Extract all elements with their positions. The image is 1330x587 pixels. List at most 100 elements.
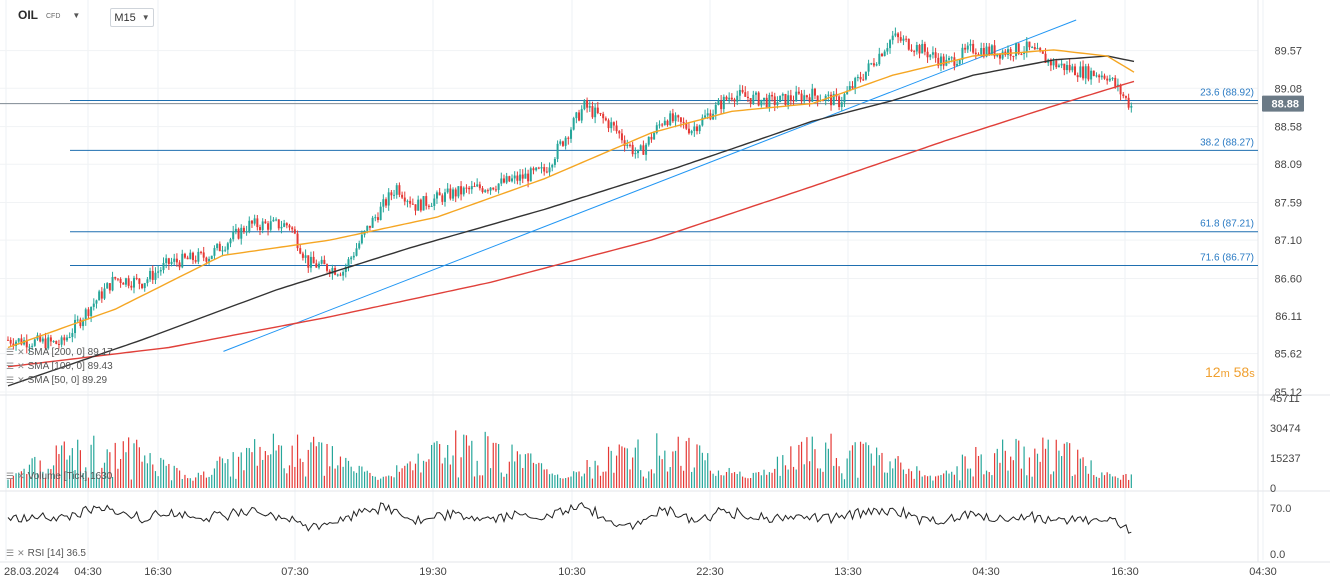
candle-body [216, 243, 219, 249]
sma50-legend[interactable]: ☰ ✕ SMA [50, 0] 89.29 [6, 375, 107, 386]
candle-body [859, 76, 862, 80]
volume-bar [1044, 448, 1047, 488]
close-icon[interactable]: ✕ [17, 471, 25, 481]
candle-body [17, 338, 20, 342]
volume-bar [313, 436, 315, 488]
candle-body [722, 96, 725, 110]
volume-bar [232, 452, 234, 488]
candle-body [476, 184, 479, 187]
volume-bar [961, 454, 964, 488]
candle-body [730, 97, 733, 100]
volume-bar [650, 469, 653, 488]
settings-icon[interactable]: ☰ [6, 361, 15, 371]
volume-bar [1061, 456, 1063, 488]
candle-body [961, 47, 964, 60]
candle-body [1025, 41, 1028, 52]
volume-bar [120, 458, 122, 488]
volume-bar [160, 457, 162, 488]
candle-body [183, 253, 186, 258]
candle-body [194, 260, 197, 262]
candle-body [9, 339, 12, 344]
candle-body [620, 133, 623, 141]
settings-icon[interactable]: ☰ [6, 375, 15, 385]
candle-body [253, 218, 256, 224]
volume-bar [873, 465, 875, 488]
candle-body [1076, 75, 1079, 78]
volume-bar [910, 471, 913, 488]
close-icon[interactable]: ✕ [17, 548, 25, 558]
volume-bar [224, 463, 226, 488]
settings-icon[interactable]: ☰ [6, 471, 15, 481]
sma200-legend[interactable]: ☰ ✕ SMA [200, 0] 89.17 [6, 347, 113, 358]
candle-body [299, 248, 302, 254]
volume-bar [559, 478, 561, 488]
candle-body [433, 198, 436, 206]
volume-bar [581, 476, 583, 488]
candle-body [465, 187, 468, 189]
candle-body [634, 153, 637, 155]
time-tick-label: 22:30 [696, 566, 724, 578]
candle-body [998, 53, 1001, 59]
candle-body [82, 319, 85, 327]
settings-icon[interactable]: ☰ [6, 548, 15, 558]
volume-bar [304, 476, 307, 488]
candle-body [1095, 75, 1098, 77]
volume-bar [187, 478, 189, 488]
volume-bar [567, 477, 569, 488]
candle-body [291, 227, 294, 230]
candle-body [642, 145, 645, 155]
volume-bar [800, 441, 803, 488]
volume-bar [39, 460, 41, 488]
candle-body [596, 107, 599, 114]
close-icon[interactable]: ✕ [17, 375, 25, 385]
candle-body [1108, 78, 1111, 81]
symbol-selector[interactable]: OIL CFD ▼ [18, 8, 80, 22]
volume-bar [1063, 443, 1065, 488]
candle-body [653, 132, 656, 140]
candle-body [371, 217, 374, 228]
close-icon[interactable]: ✕ [17, 347, 25, 357]
timeframe-dropdown-icon: ▼ [141, 13, 150, 22]
price-axis: 89.57 89.08 88.58 88.09 87.59 87.10 86.60 86.11… [1274, 46, 1302, 399]
rsi-legend[interactable]: ☰ ✕ RSI [14] 36.5 [6, 548, 86, 559]
candle-body [63, 337, 66, 341]
volume-bar [63, 441, 65, 488]
volume-bar [693, 467, 695, 488]
candle-body [197, 251, 200, 262]
volume-bar [447, 445, 449, 488]
candle-body [264, 221, 267, 224]
volume-bar [1023, 446, 1025, 488]
candle-body [15, 341, 18, 347]
candle-body [71, 333, 74, 337]
price-tick-label: 87.10 [1274, 235, 1302, 247]
volume-bar [937, 475, 939, 488]
volume-bar [624, 447, 626, 488]
sma100-legend[interactable]: ☰ ✕ SMA [100, 0] 89.43 [6, 361, 113, 372]
close-icon[interactable]: ✕ [17, 361, 25, 371]
candle-body [141, 283, 144, 289]
time-tick-label: 16:30 [144, 566, 172, 578]
candle-body [559, 141, 562, 144]
settings-icon[interactable]: ☰ [6, 347, 15, 357]
candle-body [696, 126, 699, 132]
volume-bar [900, 462, 902, 488]
volume-legend[interactable]: ☰ ✕ Volume [Tick] 1630 [6, 471, 112, 482]
candle-body [956, 63, 959, 66]
volume-bar [530, 453, 532, 488]
candle-body [320, 259, 323, 264]
candle-body [626, 144, 629, 146]
candle-body [425, 196, 428, 206]
volume-bar [589, 466, 591, 488]
volume-bar [476, 460, 478, 488]
candle-body [344, 266, 347, 273]
candle-body [519, 174, 522, 181]
volume-bar [85, 467, 87, 488]
candle-body [1116, 84, 1119, 87]
volume-bar [404, 465, 406, 488]
symbol-dropdown-icon[interactable]: ▼ [72, 10, 81, 20]
volume-bar [310, 442, 312, 488]
timeframe-selector[interactable]: M15 ▼ [110, 8, 154, 27]
candle-body [393, 194, 396, 196]
volume-bar [733, 472, 736, 488]
